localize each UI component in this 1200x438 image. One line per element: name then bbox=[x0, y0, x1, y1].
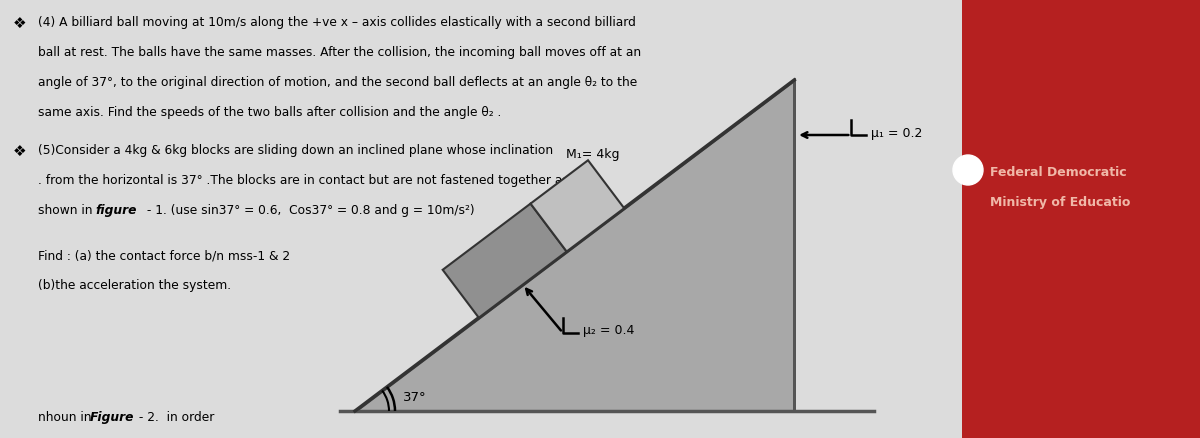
Text: Figure: Figure bbox=[90, 411, 134, 424]
Polygon shape bbox=[530, 160, 624, 251]
Text: M₁= 4kg: M₁= 4kg bbox=[565, 148, 619, 161]
Text: shown in: shown in bbox=[38, 204, 96, 217]
Text: ❖: ❖ bbox=[13, 16, 26, 31]
Text: 37°: 37° bbox=[403, 391, 427, 404]
Text: μ₁ = 0.2: μ₁ = 0.2 bbox=[871, 127, 923, 139]
Text: Find : (a) the contact force b/n mss-1 & 2: Find : (a) the contact force b/n mss-1 &… bbox=[38, 249, 290, 262]
Text: ❖: ❖ bbox=[13, 144, 26, 159]
Text: nhoun in: nhoun in bbox=[38, 411, 95, 424]
Text: Federal Democratic: Federal Democratic bbox=[990, 166, 1127, 179]
Text: figure: figure bbox=[95, 204, 137, 217]
Circle shape bbox=[953, 155, 983, 185]
Text: same axis. Find the speeds of the two balls after collision and the angle θ₂ .: same axis. Find the speeds of the two ba… bbox=[38, 106, 502, 119]
Text: - 2.  in order: - 2. in order bbox=[134, 411, 215, 424]
Polygon shape bbox=[355, 80, 794, 411]
Text: (b)the acceleration the system.: (b)the acceleration the system. bbox=[38, 279, 232, 292]
Text: . from the horizontal is 37° .The blocks are in contact but are not fastened tog: . from the horizontal is 37° .The blocks… bbox=[38, 174, 569, 187]
Text: - 1. (use sin37° = 0.6,  Cos37° = 0.8 and g = 10m/s²): - 1. (use sin37° = 0.6, Cos37° = 0.8 and… bbox=[143, 204, 475, 217]
Bar bbox=[962, 0, 1200, 438]
Text: ball at rest. The balls have the same masses. After the collision, the incoming : ball at rest. The balls have the same ma… bbox=[38, 46, 641, 59]
Text: Ministry of Educatio: Ministry of Educatio bbox=[990, 196, 1130, 209]
Text: (5)Consider a 4kg & 6kg blocks are sliding down an inclined plane whose inclinat: (5)Consider a 4kg & 6kg blocks are slidi… bbox=[38, 144, 553, 157]
Text: (4) A billiard ball moving at 10m/s along the +ve x – axis collides elastically : (4) A billiard ball moving at 10m/s alon… bbox=[38, 16, 636, 29]
Text: angle of 37°, to the original direction of motion, and the second ball deflects : angle of 37°, to the original direction … bbox=[38, 76, 637, 89]
Text: μ₂ = 0.4: μ₂ = 0.4 bbox=[583, 324, 634, 337]
Polygon shape bbox=[443, 204, 566, 318]
Text: M₂= 6kg: M₂= 6kg bbox=[475, 249, 527, 262]
